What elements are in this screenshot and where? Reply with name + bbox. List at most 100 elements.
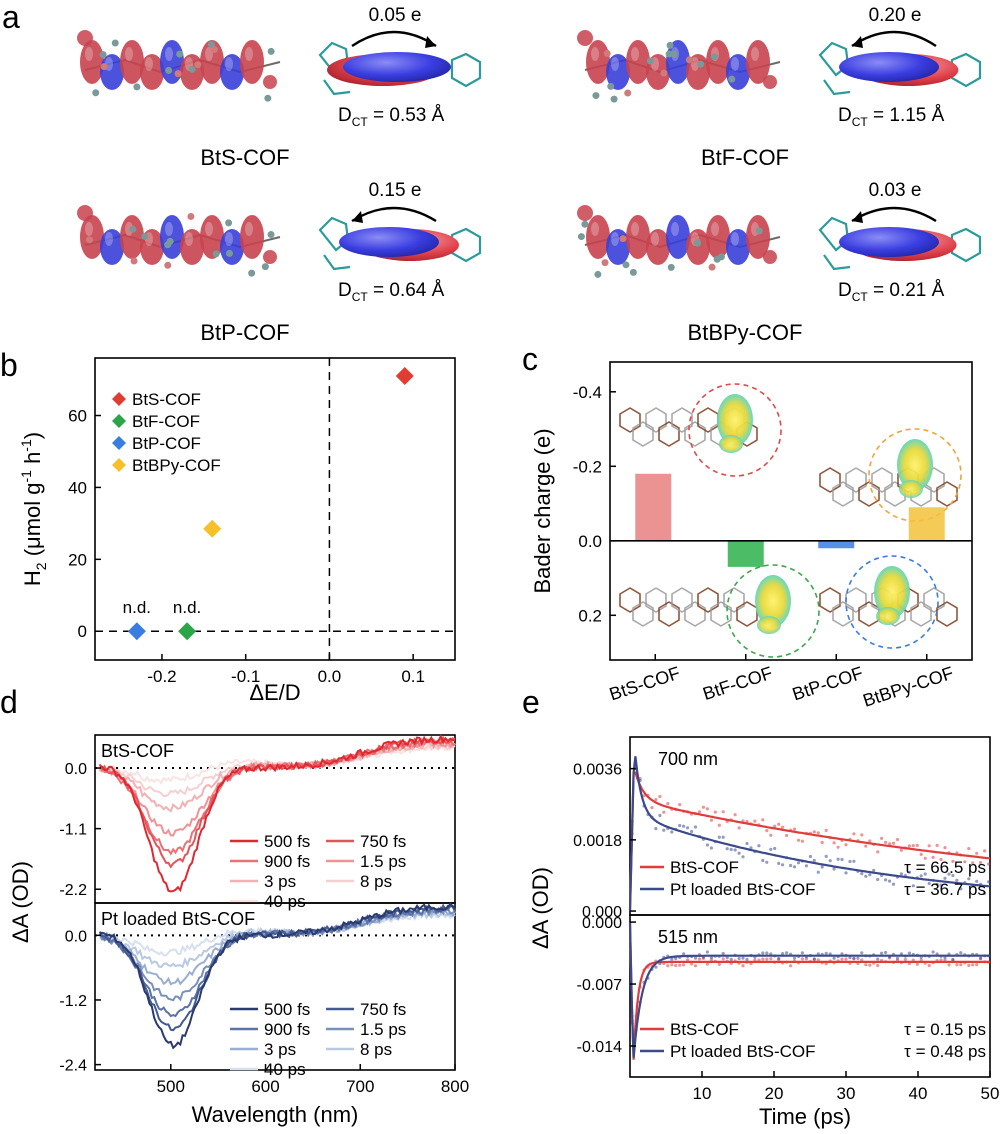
orbital-lobe — [586, 40, 610, 84]
ring — [671, 587, 693, 613]
data-dot — [777, 822, 781, 826]
data-dot — [705, 807, 710, 811]
data-dot — [781, 825, 785, 829]
dct-label: DCT = 0.64 Å — [338, 280, 445, 304]
atom — [646, 57, 654, 65]
ring — [858, 481, 880, 507]
data-dot — [777, 861, 781, 866]
data-dot — [836, 845, 840, 849]
transfer-arrow — [851, 30, 937, 47]
data-dot — [686, 826, 690, 830]
data-dot — [769, 847, 773, 852]
data-dot — [836, 857, 840, 861]
ring — [710, 601, 732, 627]
data-dot — [884, 878, 888, 882]
data-dot — [812, 858, 816, 863]
spectrum-curve — [99, 736, 456, 856]
atom — [670, 50, 678, 58]
panel-b: b -0.2 -0.1 0.0 0.1 0 20 40 60 ΔE/D H2 (μmol g-1 … — [0, 347, 456, 705]
y-tick-label: -0.014 — [577, 1039, 622, 1056]
arrow-head — [852, 36, 863, 48]
orbital-highlight — [591, 47, 599, 61]
cof-name: BtF-COF — [701, 145, 789, 170]
data-dot — [864, 874, 868, 878]
orbital-lobe — [686, 229, 710, 265]
data-dot — [721, 951, 725, 956]
data-dot — [725, 847, 729, 851]
ring — [845, 587, 867, 613]
orbital-lobe — [586, 215, 610, 259]
spectrum-curve — [99, 902, 456, 1050]
molecule-1: 0.05 e DCT = 0.53 Å BtS-COF — [77, 5, 482, 170]
atom — [717, 253, 725, 261]
atom — [100, 63, 108, 71]
data-dot — [860, 951, 864, 955]
atom — [210, 45, 218, 53]
data-dot — [666, 964, 670, 968]
arrow-head — [352, 211, 363, 223]
legend-label: BtF-COF — [132, 412, 200, 431]
data-dot — [812, 957, 816, 961]
atom — [592, 92, 600, 100]
y-tick-label: 0.0 — [65, 928, 87, 945]
atom — [187, 212, 195, 220]
data-dot — [935, 882, 939, 887]
data-dot — [899, 848, 904, 852]
ellipse-blue — [339, 227, 439, 257]
ring-left-2 — [323, 79, 351, 96]
data-dot — [721, 957, 725, 961]
subplot-title: 700 nm — [658, 749, 718, 769]
orbital-lobe-end — [763, 250, 777, 264]
atom — [225, 219, 233, 227]
orbital-lobe — [100, 229, 124, 265]
y-axis-label: H2 (μmol g-1 h-1) — [18, 432, 49, 586]
legend-marker — [112, 436, 126, 450]
data-dot — [682, 963, 686, 967]
charge-density-structure — [819, 428, 962, 522]
data-dot — [670, 957, 674, 961]
legend-label: BtP-COF — [132, 434, 201, 453]
data-dot — [891, 882, 896, 886]
bar — [818, 540, 855, 549]
legend-label: 500 fs — [264, 1000, 310, 1019]
data-dot — [971, 861, 975, 865]
data-dot — [852, 832, 856, 836]
data-dot — [899, 872, 904, 876]
legend-label: BtS-COF — [670, 1020, 739, 1039]
data-dot — [761, 951, 765, 955]
data-dot — [979, 861, 983, 865]
atom — [710, 53, 718, 61]
data-dot — [693, 964, 698, 968]
ellipse-blue — [839, 52, 939, 82]
data-dot — [682, 952, 686, 956]
data-dot — [983, 849, 987, 853]
data-dot — [781, 863, 785, 867]
data-dot — [654, 965, 658, 969]
orbital-highlight — [631, 47, 639, 61]
ring — [819, 587, 841, 613]
panel-c-letter: c — [522, 341, 538, 377]
ring — [697, 587, 719, 613]
charge-density-structure — [619, 564, 820, 658]
ring — [723, 587, 745, 613]
spectrum-curve — [98, 903, 456, 1032]
data-dot — [800, 951, 805, 955]
orbital-highlight — [751, 47, 759, 61]
x-tick-label: 50 — [981, 1084, 1000, 1103]
atom — [755, 227, 763, 235]
orbital-highlight — [731, 57, 739, 71]
data-dot — [705, 843, 710, 847]
data-dot — [915, 843, 919, 848]
data-dot — [907, 844, 912, 848]
atom — [164, 261, 172, 269]
data-dot — [749, 846, 753, 850]
data-dot — [690, 962, 694, 966]
orbital-lobe-end — [577, 30, 593, 46]
data-dot — [856, 956, 860, 960]
atom — [624, 89, 632, 97]
data-dot — [713, 810, 717, 814]
y-tick-label: -1.2 — [59, 993, 87, 1010]
data-dot — [983, 891, 987, 896]
transfer-arrow — [851, 206, 937, 223]
